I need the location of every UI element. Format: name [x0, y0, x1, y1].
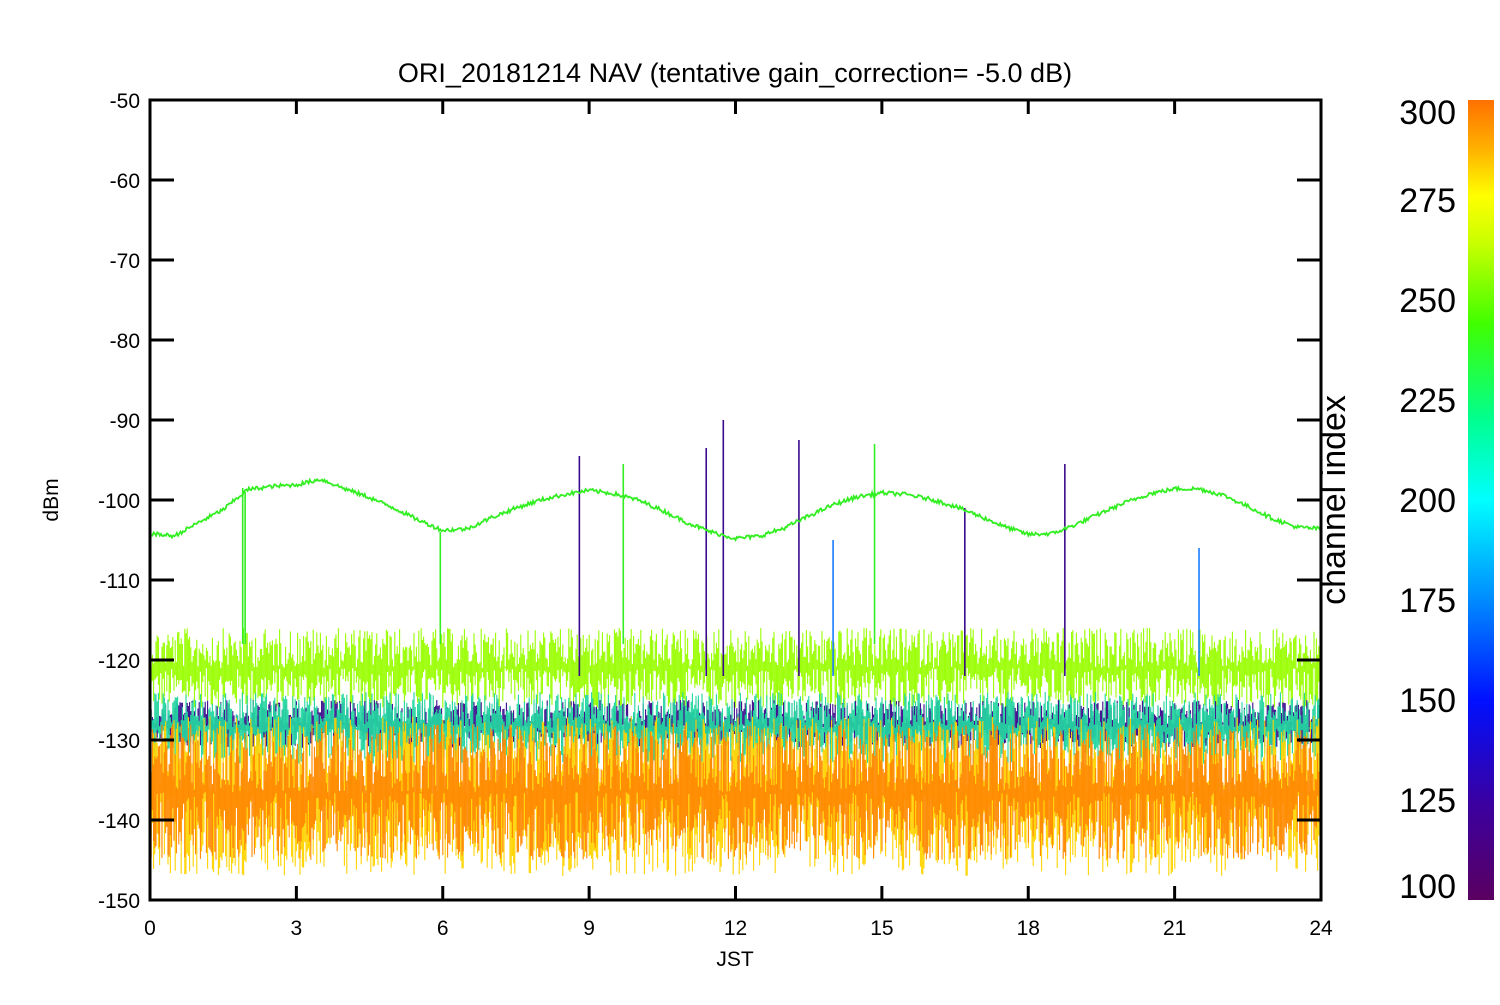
colorbar-tick-label-200: 200 [1399, 482, 1456, 520]
plot-area [150, 420, 1321, 876]
x-tick-label-18: 18 [1017, 917, 1040, 940]
x-tick-label-9: 9 [583, 917, 595, 940]
chart-title: ORI_20181214 NAV (tentative gain_correct… [398, 58, 1072, 88]
y-tick-label--150: -150 [98, 890, 140, 913]
colorbar-tick-label-250: 250 [1399, 282, 1456, 320]
series-line-240 [150, 477, 1321, 542]
colorbar-label: channel index [1315, 395, 1353, 605]
colorbar-tick-label-100: 100 [1399, 868, 1456, 906]
y-tick-label--80: -80 [110, 330, 140, 353]
colorbar-tick-label-150: 150 [1399, 682, 1456, 720]
y-tick-label--130: -130 [98, 730, 140, 753]
colorbar-tick-label-275: 275 [1399, 182, 1456, 220]
colorbar-tick-label-300: 300 [1399, 94, 1456, 132]
colorbar-tick-label-175: 175 [1399, 582, 1456, 620]
noise-band-290 [150, 724, 1321, 860]
colorbar-axis: 300 275 250 225 200 175 150 125 100 [1399, 94, 1456, 906]
y-tick-label--70: -70 [110, 250, 140, 273]
noise-trace-255 [150, 628, 1321, 708]
noise-band-255 [150, 628, 1321, 708]
noise-trace-290 [150, 724, 1321, 860]
x-tick-label-24: 24 [1309, 917, 1333, 940]
x-tick-label-3: 3 [291, 917, 303, 940]
x-tick-label-6: 6 [437, 917, 449, 940]
colorbar-tick-label-225: 225 [1399, 382, 1456, 420]
y-tick-label--90: -90 [110, 410, 140, 433]
x-axis-label: JST [716, 948, 754, 971]
spikes [241, 420, 1200, 676]
y-tick-label--110: -110 [100, 570, 140, 593]
y-axis: -50 -60 -70 -80 -90 -100 -110 -120 -130 -140 -150 [98, 90, 1321, 913]
x-tick-label-21: 21 [1163, 917, 1186, 940]
x-tick-label-0: 0 [144, 917, 156, 940]
y-tick-label--140: -140 [98, 810, 140, 833]
y-tick-label--50: -50 [110, 90, 140, 113]
y-tick-label--120: -120 [98, 650, 140, 673]
x-axis: 0 3 6 9 12 15 18 21 24 [144, 100, 1333, 940]
colorbar [1468, 100, 1494, 900]
x-tick-label-12: 12 [724, 917, 747, 940]
y-tick-label--100: -100 [98, 490, 140, 513]
colorbar-tick-label-125: 125 [1399, 782, 1456, 820]
y-tick-label--60: -60 [110, 170, 140, 193]
x-tick-label-15: 15 [870, 917, 893, 940]
y-axis-label: dBm [40, 478, 63, 521]
